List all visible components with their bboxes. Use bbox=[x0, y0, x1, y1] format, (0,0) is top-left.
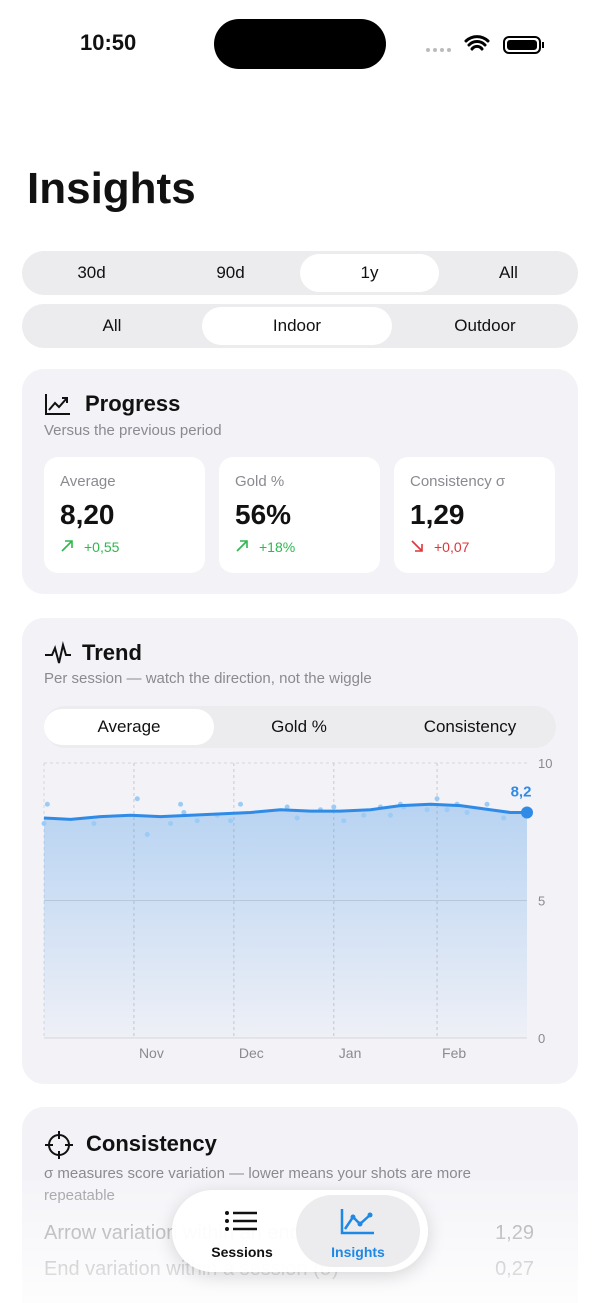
metric-value: 56% bbox=[235, 499, 292, 530]
segment-label: Average bbox=[97, 717, 161, 736]
session-point bbox=[444, 807, 450, 813]
segment-label: Indoor bbox=[272, 316, 322, 335]
venue-selector: All Indoor Outdoor bbox=[22, 304, 578, 348]
segment-label: 90d bbox=[216, 263, 245, 282]
trend-chart: 0 5 10 Nov Dec Jan Feb 8,2 bbox=[41, 756, 552, 1061]
y-tick-label: 0 bbox=[538, 1031, 545, 1046]
delta-text: +18% bbox=[259, 539, 296, 555]
section-title: Trend bbox=[82, 640, 142, 665]
tab-label: Sessions bbox=[211, 1244, 273, 1260]
metric-value: 8,20 bbox=[60, 499, 115, 530]
range-selector: 30d 90d 1y All bbox=[22, 251, 578, 295]
session-point bbox=[181, 810, 187, 815]
trend-line bbox=[43, 802, 527, 821]
session-point bbox=[284, 804, 290, 810]
section-title: Progress bbox=[85, 391, 181, 416]
session-point bbox=[434, 796, 440, 802]
tab-icon bbox=[225, 1211, 257, 1231]
segment-option[interactable]: All bbox=[439, 251, 578, 295]
segment-option[interactable]: 1y bbox=[300, 251, 439, 295]
x-tick-label: Dec bbox=[239, 1045, 264, 1061]
session-point bbox=[501, 815, 507, 821]
metric-value: 1,29 bbox=[410, 499, 465, 530]
session-point bbox=[144, 832, 150, 837]
segment-label: 1y bbox=[360, 263, 379, 282]
metric-label: Average bbox=[60, 473, 116, 490]
end-label: 8,2 bbox=[511, 784, 532, 801]
x-tick-label: Feb bbox=[442, 1045, 466, 1061]
session-point bbox=[194, 818, 200, 824]
segment-label: 30d bbox=[77, 263, 106, 282]
x-tick-label: Nov bbox=[139, 1045, 164, 1061]
section-title: Consistency bbox=[86, 1131, 217, 1156]
segment-label: Outdoor bbox=[454, 316, 516, 335]
session-point bbox=[294, 815, 300, 821]
metric-card: Average 8,20 +0,55 bbox=[44, 457, 205, 573]
metric-label: Consistency σ bbox=[410, 473, 506, 490]
segment-option[interactable]: Average bbox=[44, 706, 214, 748]
consistency-icon bbox=[45, 1131, 73, 1159]
segment-label: Gold % bbox=[271, 717, 327, 736]
session-point bbox=[341, 818, 347, 824]
segment-option[interactable]: Consistency bbox=[384, 706, 556, 748]
delta-arrow bbox=[236, 540, 248, 552]
metric-delta: +18% bbox=[235, 539, 295, 555]
status-icons bbox=[426, 35, 544, 54]
section-subtitle: Versus the previous period bbox=[44, 422, 222, 439]
session-point bbox=[41, 821, 47, 826]
x-tick-label: Jan bbox=[339, 1045, 362, 1061]
segment-option[interactable]: 30d bbox=[22, 251, 161, 295]
session-point bbox=[361, 812, 367, 818]
delta-arrow bbox=[61, 540, 73, 552]
area bbox=[44, 804, 527, 1038]
delta-text: +0,55 bbox=[84, 539, 120, 555]
segment-option[interactable]: Indoor bbox=[202, 304, 392, 348]
session-point bbox=[44, 801, 50, 807]
session-point bbox=[238, 801, 244, 807]
segment-option[interactable]: All bbox=[22, 304, 202, 348]
segment-label: Consistency bbox=[423, 717, 517, 736]
metric-label: Gold % bbox=[235, 473, 285, 490]
trend-icon bbox=[45, 641, 71, 664]
tab-bar: Sessions Insights bbox=[172, 1190, 428, 1272]
tab-item[interactable]: Sessions bbox=[180, 1195, 304, 1267]
segment-option[interactable]: 90d bbox=[161, 251, 300, 295]
session-point bbox=[387, 812, 393, 818]
segment-option[interactable]: Outdoor bbox=[392, 304, 578, 348]
y-tick-label: 10 bbox=[538, 756, 552, 771]
dynamic-island bbox=[214, 19, 386, 69]
session-point bbox=[178, 801, 184, 807]
session-point bbox=[228, 818, 234, 824]
segment-label: All bbox=[102, 316, 122, 335]
segment-option[interactable]: Gold % bbox=[214, 706, 384, 748]
delta-arrow bbox=[411, 540, 423, 552]
session-point bbox=[484, 801, 490, 807]
progress-card: Progress Versus the previous period Aver… bbox=[22, 369, 578, 594]
session-point bbox=[464, 810, 470, 815]
progress-icon bbox=[45, 394, 70, 415]
metric-selector: Average Gold % Consistency bbox=[44, 706, 556, 748]
tab-icon bbox=[340, 1209, 374, 1235]
session-point bbox=[331, 804, 337, 810]
y-tick-label: 5 bbox=[538, 894, 545, 909]
metric-delta: +0,55 bbox=[60, 539, 119, 555]
segment-label: All bbox=[499, 263, 518, 282]
page-title: Insights bbox=[27, 164, 196, 213]
session-point bbox=[168, 821, 174, 826]
end-point bbox=[521, 806, 533, 819]
session-point bbox=[424, 807, 430, 813]
session-point bbox=[134, 796, 140, 802]
status-time: 10:50 bbox=[80, 30, 137, 55]
metric-card: Gold % 56% +18% bbox=[219, 457, 380, 573]
delta-text: +0,07 bbox=[434, 539, 470, 555]
tab-item[interactable]: Insights bbox=[296, 1195, 420, 1267]
section-subtitle: Per session — watch the direction, not t… bbox=[44, 670, 372, 687]
metric-card: Consistency σ 1,29 +0,07 bbox=[394, 457, 555, 573]
session-point bbox=[91, 821, 97, 826]
metric-delta: +0,07 bbox=[410, 539, 469, 555]
tab-label: Insights bbox=[331, 1244, 385, 1260]
